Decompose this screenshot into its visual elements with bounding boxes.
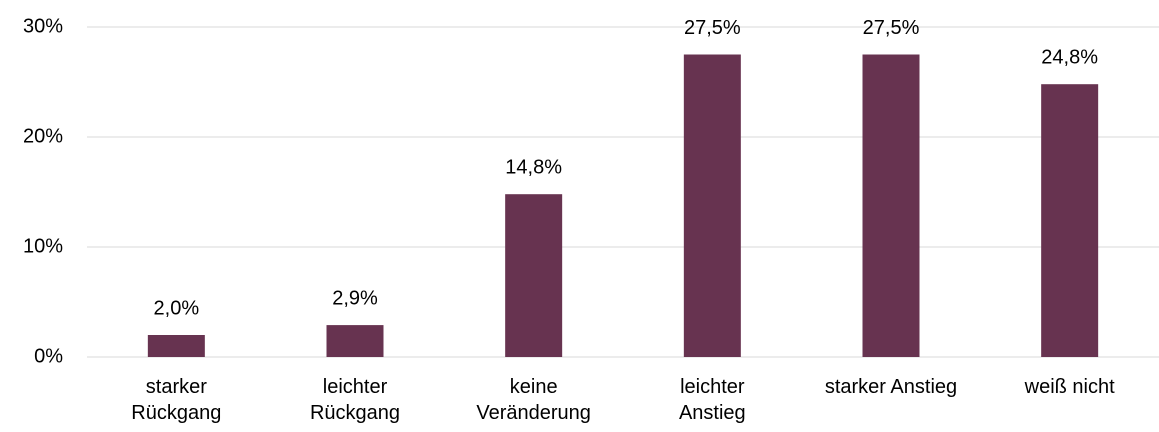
bar (683, 54, 741, 357)
data-label: 2,9% (332, 287, 378, 309)
bar (326, 325, 384, 357)
bar (1041, 84, 1099, 357)
data-label: 24,8% (1041, 46, 1098, 68)
x-tick-label: keine Veränderung (476, 376, 591, 424)
x-tick-label: leichter Rückgang (309, 376, 401, 424)
bar (505, 194, 563, 357)
data-label: 27,5% (863, 17, 920, 39)
x-tick-label: starker Rückgang (131, 376, 222, 424)
x-tick-label: starker Anstieg (824, 376, 958, 398)
y-tick-label: 30% (23, 15, 63, 37)
data-label: 2,0% (154, 297, 200, 319)
bar (862, 54, 920, 357)
data-label: 14,8% (505, 156, 562, 178)
x-tick-label: leichter Anstieg (678, 376, 746, 424)
data-label: 27,5% (684, 17, 741, 39)
y-tick-label: 0% (34, 345, 63, 367)
y-tick-label: 20% (23, 125, 63, 147)
y-tick-label: 10% (23, 235, 63, 257)
bar (147, 335, 205, 357)
x-tick-label: weiß nicht (1024, 376, 1115, 398)
